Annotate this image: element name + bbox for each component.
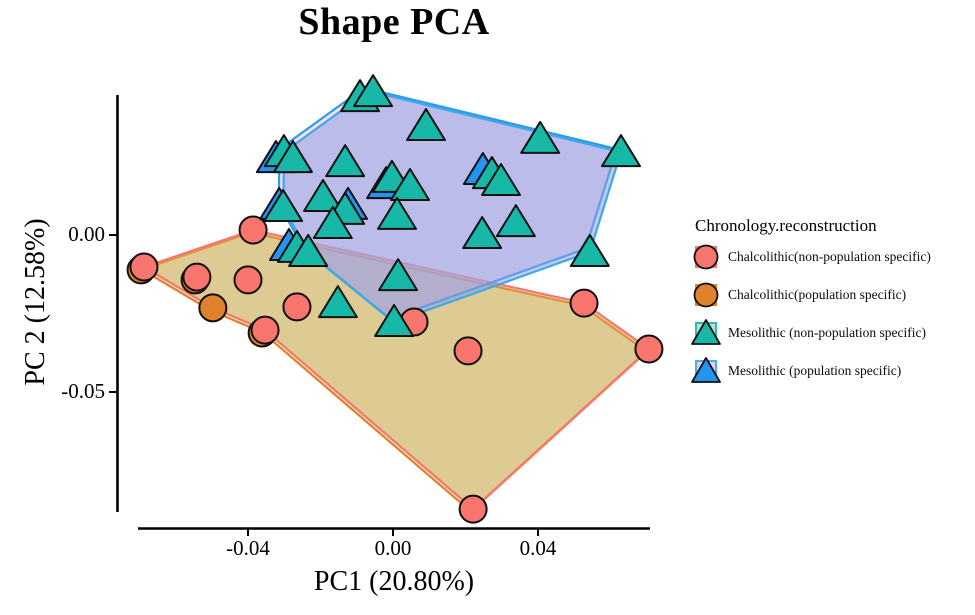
legend-title: Chronology.reconstruction [695, 216, 877, 235]
data-point-triangle [303, 179, 344, 213]
x-tick-label: 0.00 [374, 536, 412, 560]
data-point-triangle [520, 120, 561, 154]
data-point-triangle [569, 233, 610, 267]
legend-item: Chalcolithic(population specific) [693, 282, 975, 308]
legend-key-triangle-icon [691, 357, 721, 383]
legend-item-label: Chalcolithic(non-population specific) [728, 249, 931, 264]
data-point-triangle [263, 189, 304, 223]
data-point-triangle [405, 108, 446, 142]
legend-key-circle-icon [693, 282, 719, 308]
point-layer [126, 74, 664, 524]
data-point-circle [238, 215, 268, 245]
data-point-triangle [317, 285, 358, 319]
x-tick-label: 0.04 [519, 536, 557, 560]
legend: Chronology.reconstruction Chalcolithic(n… [691, 216, 975, 398]
data-point-triangle [481, 162, 522, 196]
legend-key-triangle-icon [691, 319, 721, 345]
data-point-triangle [325, 144, 366, 178]
data-point-triangle [378, 258, 419, 292]
data-point-circle [569, 288, 599, 318]
legend-item: Mesolithic (non-population specific) [691, 319, 975, 345]
data-point-triangle [601, 134, 642, 168]
legend-item-label: Chalcolithic(population specific) [728, 287, 907, 302]
data-point-triangle [462, 216, 503, 250]
legend-item-label: Mesolithic (non-population specific) [728, 325, 926, 340]
data-point-circle [453, 336, 483, 366]
data-point-circle [129, 252, 159, 282]
data-point-circle [634, 334, 664, 364]
y-tick-label: -0.05 [61, 379, 105, 403]
legend-items: Chalcolithic(non-population specific) Cha… [691, 244, 975, 383]
data-point-triangle [272, 140, 313, 174]
chart-title: Shape PCA [298, 1, 490, 43]
data-point-triangle [312, 206, 353, 240]
data-point-triangle [353, 74, 394, 108]
data-point-circle [233, 265, 263, 295]
data-point-triangle [390, 168, 431, 202]
data-point-triangle [495, 204, 536, 238]
legend-key-circle-icon [693, 244, 719, 270]
data-point-triangle [374, 303, 415, 337]
x-axis-label: PC1 (20.80%) [313, 566, 475, 597]
data-point-circle [250, 315, 280, 345]
data-point-circle [458, 494, 488, 524]
legend-item: Mesolithic (population specific) [691, 357, 975, 383]
y-tick-label: 0.00 [68, 222, 105, 246]
legend-item-label: Mesolithic (population specific) [728, 363, 902, 378]
data-point-circle [198, 293, 228, 323]
data-point-circle [282, 292, 312, 322]
data-point-circle [182, 262, 212, 292]
x-tick-label: -0.04 [226, 536, 270, 560]
data-point-triangle [288, 233, 329, 267]
legend-item: Chalcolithic(non-population specific) [693, 244, 975, 270]
data-point-triangle [376, 196, 417, 230]
axis-layer [109, 95, 650, 536]
